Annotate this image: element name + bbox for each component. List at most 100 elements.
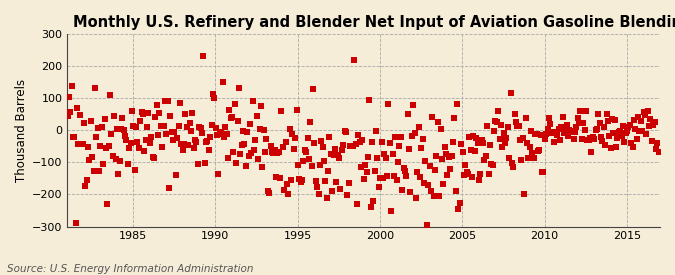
Point [87,154,98,159]
Point [292,163,303,168]
Point [207,92,218,96]
Point [568,137,579,142]
Point [390,135,401,139]
Point [464,135,475,139]
Point [371,129,381,133]
Point [254,126,265,131]
Point [471,136,482,141]
Point [161,132,171,136]
Point [590,128,601,133]
Point [83,144,94,149]
Point [349,58,360,62]
Point [135,119,146,123]
Point [610,118,620,122]
Point [434,194,445,198]
Point [361,169,372,174]
Point [115,127,126,131]
Point [604,134,615,139]
Point [265,144,276,148]
Point [635,118,646,123]
Point [244,121,255,126]
Point [103,144,114,148]
Point [304,157,315,161]
Point [531,132,542,137]
Point [74,112,85,117]
Point [373,185,384,189]
Point [150,114,161,119]
Point [529,156,539,161]
Point [84,157,95,162]
Point [281,182,292,186]
Point [272,151,283,155]
Point [283,192,294,197]
Point [230,102,240,106]
Point [158,124,169,128]
Point [153,133,163,137]
Point [615,129,626,134]
Point [276,109,287,113]
Point [323,168,333,173]
Point [259,127,269,132]
Point [98,161,109,166]
Point [260,150,271,155]
Point [586,150,597,155]
Point [558,115,568,119]
Point [408,103,418,107]
Point [362,155,373,159]
Point [644,123,655,128]
Point [421,223,432,227]
Point [257,165,268,169]
Point [77,142,88,146]
Point [376,139,387,144]
Point [146,135,157,139]
Point [587,135,598,139]
Point [591,126,602,131]
Point [219,135,230,140]
Point [566,130,576,134]
Point [543,116,554,120]
Point [140,138,151,142]
Point [287,132,298,137]
Point [478,141,489,146]
Point [246,150,256,155]
Point [582,138,593,142]
Point [173,124,184,128]
Point [306,164,317,168]
Point [497,145,508,149]
Point [563,134,574,138]
Point [248,148,259,152]
Point [172,136,183,140]
Point [175,100,186,105]
Point [199,161,210,165]
Point [69,135,80,139]
Point [236,143,247,147]
Point [453,207,464,211]
Point [66,84,77,89]
Point [305,120,316,124]
Point [335,186,346,191]
Point [357,138,368,142]
Point [97,125,107,129]
Point [263,189,273,193]
Point [188,146,199,150]
Point [105,93,115,97]
Point [138,112,148,116]
Point [512,124,522,128]
Point [381,174,392,178]
Point [653,149,664,154]
Point [268,150,279,155]
Point [194,125,205,130]
Point [526,128,537,133]
Point [225,116,236,120]
Point [394,144,405,148]
Point [70,221,81,226]
Point [142,124,153,129]
Point [466,175,477,179]
Point [206,123,217,127]
Point [159,99,170,104]
Point [302,136,313,140]
Point [301,150,312,154]
Point [88,169,99,173]
Point [176,142,187,147]
Point [442,172,453,177]
